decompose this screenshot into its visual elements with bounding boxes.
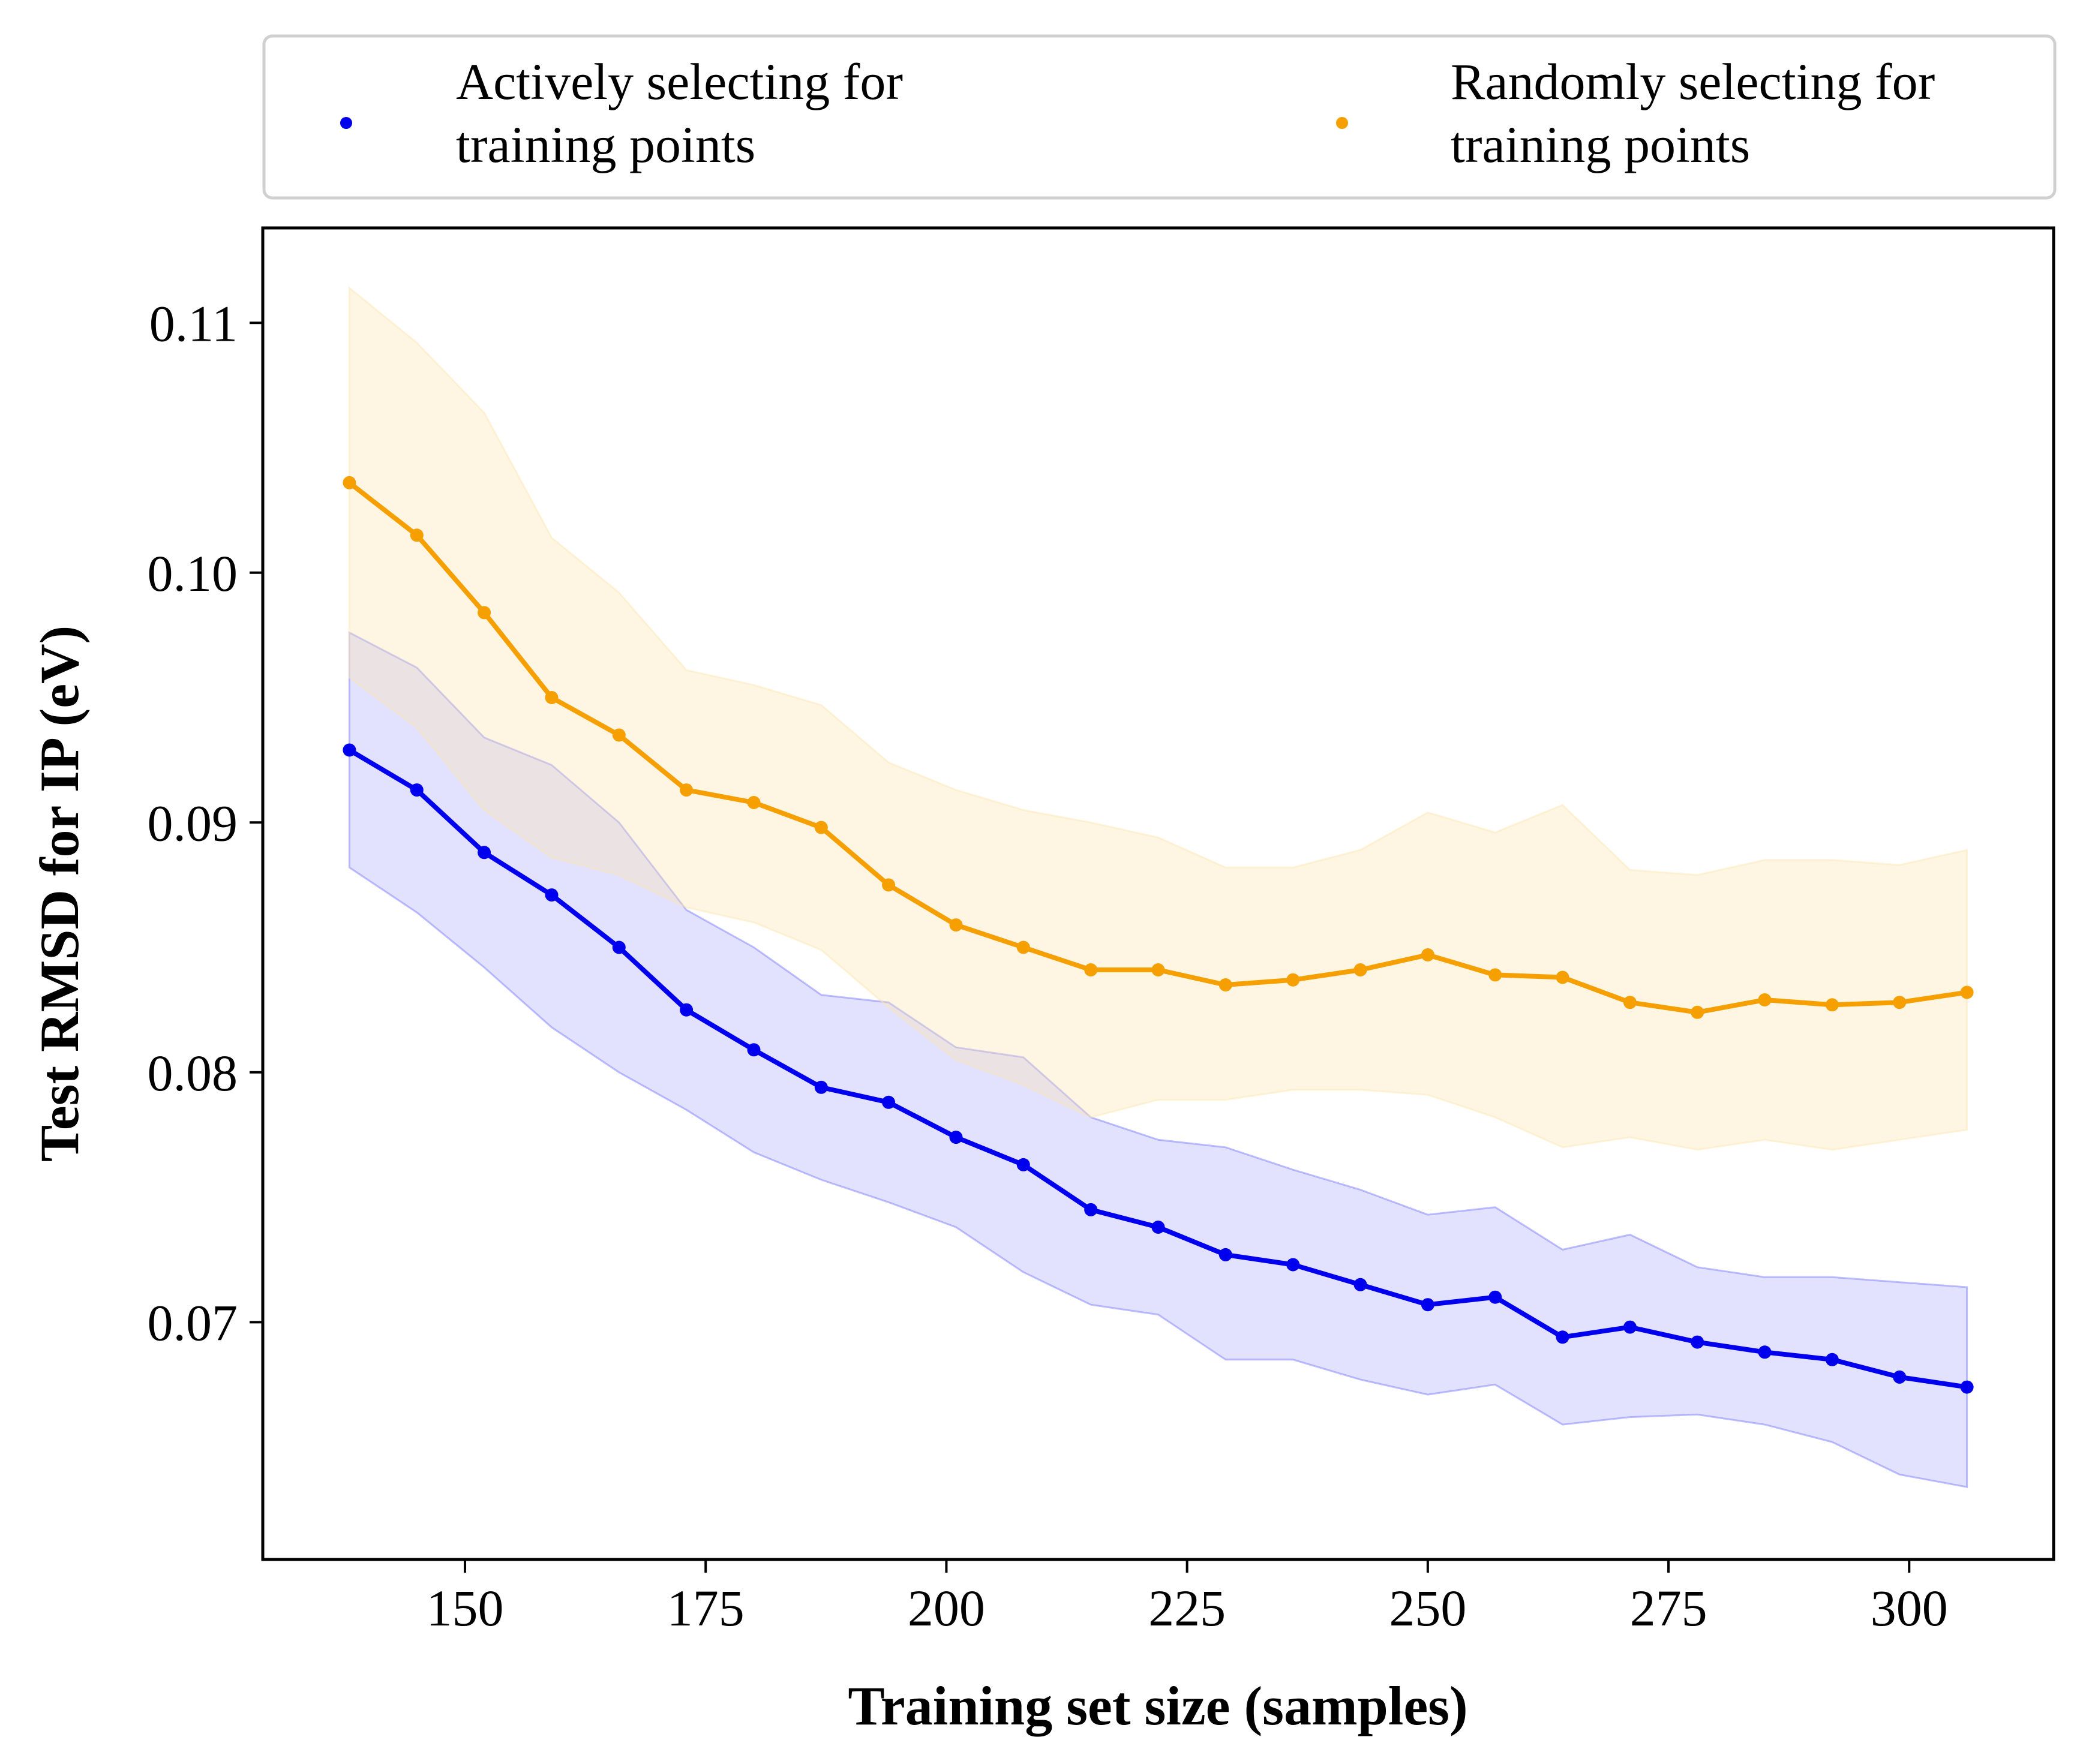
point-random — [545, 691, 559, 704]
point-active — [478, 846, 491, 860]
point-active — [1151, 1221, 1165, 1234]
legend: Actively selecting for training points R… — [262, 34, 2057, 200]
legend-label-active-line2: training points — [456, 116, 755, 173]
point-random — [1084, 963, 1098, 976]
x-axis-title: Training set size (samples) — [848, 1675, 1467, 1736]
point-random — [1623, 996, 1637, 1009]
point-active — [1218, 1248, 1232, 1261]
point-random — [1421, 948, 1434, 961]
x-tick-label: 275 — [1630, 1579, 1707, 1637]
x-tick-label: 150 — [427, 1579, 504, 1637]
point-active — [814, 1080, 828, 1094]
point-active — [410, 783, 424, 797]
point-active — [1691, 1335, 1704, 1349]
y-tick-label: 0.08 — [148, 1044, 238, 1102]
point-active — [1893, 1370, 1907, 1384]
legend-marker-active — [340, 117, 352, 129]
point-random — [343, 476, 356, 489]
point-random — [747, 796, 761, 809]
plot-frame — [261, 226, 2055, 1561]
y-tick-label: 0.10 — [148, 545, 238, 602]
point-random — [410, 528, 424, 542]
x-tick-label: 300 — [1871, 1579, 1948, 1637]
y-tick-label: 0.07 — [148, 1294, 238, 1351]
point-random — [1960, 985, 1974, 999]
point-random — [1488, 968, 1502, 982]
point-random — [1353, 963, 1367, 976]
x-tick-label: 250 — [1389, 1579, 1466, 1637]
confidence-bands — [348, 286, 1968, 1489]
point-active — [1353, 1278, 1367, 1291]
legend-label-active-line1: Actively selecting for — [456, 53, 903, 110]
point-random — [680, 783, 694, 797]
point-active — [1825, 1353, 1839, 1366]
point-active — [1623, 1320, 1637, 1334]
point-random — [612, 728, 626, 742]
y-tick-label: 0.09 — [148, 794, 238, 852]
legend-frame — [262, 34, 2057, 200]
point-active — [1556, 1330, 1569, 1344]
point-random — [1151, 963, 1165, 976]
point-active — [747, 1043, 761, 1057]
point-random — [1556, 970, 1569, 984]
x-tick-label: 225 — [1148, 1579, 1226, 1637]
point-random — [1893, 996, 1907, 1009]
point-active — [545, 888, 559, 902]
point-random — [1286, 973, 1300, 987]
point-random — [478, 606, 491, 620]
point-active — [1286, 1258, 1300, 1272]
point-active — [949, 1131, 963, 1144]
x-tick-label: 200 — [908, 1579, 985, 1637]
y-tick-label: 0.11 — [149, 294, 238, 352]
band-active — [348, 631, 1968, 1489]
series-points — [343, 476, 1974, 1394]
point-active — [882, 1095, 896, 1109]
point-active — [1488, 1290, 1502, 1304]
point-random — [1758, 993, 1772, 1006]
x-tick-label: 175 — [667, 1579, 745, 1637]
legend-marker-random — [1336, 117, 1348, 129]
point-active — [1960, 1380, 1974, 1394]
point-random — [882, 878, 896, 892]
point-active — [1421, 1298, 1434, 1312]
point-active — [1084, 1203, 1098, 1216]
point-active — [1016, 1158, 1030, 1171]
y-axis-ticks: 0.07 0.08 0.09 0.10 0.11 — [148, 294, 263, 1351]
point-random — [1016, 940, 1030, 954]
point-active — [343, 743, 356, 757]
point-random — [814, 821, 828, 834]
point-random — [949, 918, 963, 932]
legend-label-random-line1: Randomly selecting for — [1451, 53, 1935, 110]
x-axis-ticks: 150 175 200 225 250 275 300 — [427, 1559, 1948, 1637]
y-axis-title: Test RMSD for IP (eV) — [29, 626, 90, 1162]
legend-label-random-line2: training points — [1451, 116, 1750, 173]
point-random — [1825, 998, 1839, 1012]
point-active — [612, 940, 626, 954]
point-active — [1758, 1345, 1772, 1359]
band-random — [348, 286, 1968, 1151]
point-active — [680, 1003, 694, 1017]
point-random — [1691, 1005, 1704, 1019]
point-random — [1218, 978, 1232, 991]
